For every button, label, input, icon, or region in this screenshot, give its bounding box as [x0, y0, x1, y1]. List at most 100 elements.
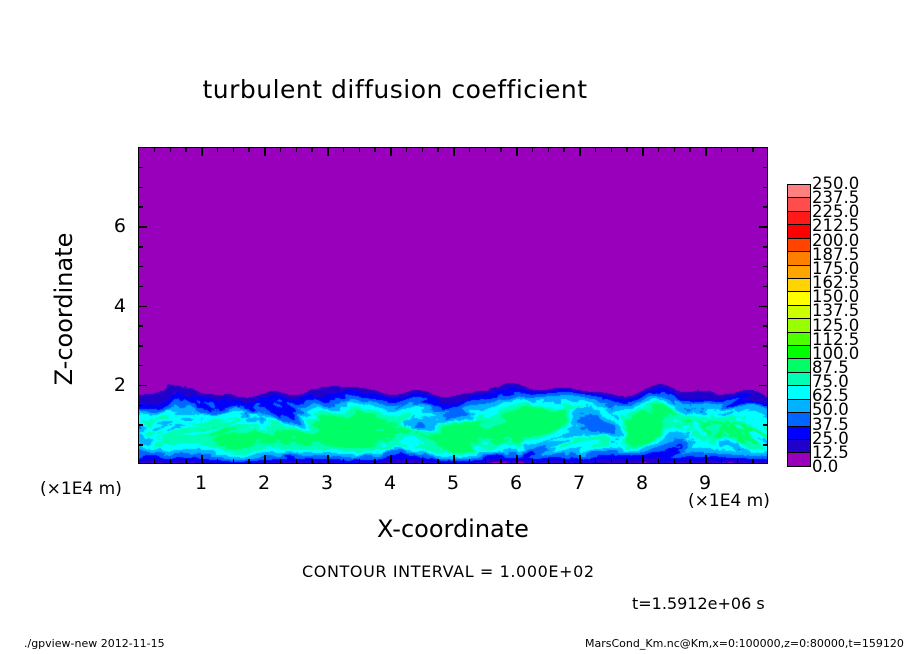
- tick-mark: [453, 455, 455, 464]
- tick-mark: [752, 459, 754, 464]
- tick-mark: [763, 186, 768, 189]
- tick-mark: [216, 459, 219, 464]
- tick-mark: [516, 147, 518, 156]
- tick-mark: [752, 147, 754, 152]
- tick-mark: [405, 147, 408, 152]
- tick-mark: [531, 147, 534, 152]
- tick-mark: [374, 147, 376, 152]
- tick-mark: [563, 147, 565, 152]
- plot-area: [138, 147, 768, 464]
- tick-mark: [642, 147, 644, 156]
- tick-mark: [138, 364, 143, 367]
- tick-mark: [138, 325, 143, 327]
- tick-mark: [185, 459, 187, 464]
- tick-mark: [232, 147, 234, 152]
- tick-mark: [579, 147, 581, 156]
- tick-mark: [390, 147, 392, 156]
- tick-mark: [705, 147, 707, 156]
- tick-mark: [563, 459, 565, 464]
- tick-mark: [311, 459, 313, 464]
- tick-mark: [358, 147, 360, 152]
- tick-mark: [138, 424, 143, 426]
- tick-mark: [720, 459, 723, 464]
- y-tick-label: 6: [113, 215, 126, 238]
- tick-mark: [579, 455, 581, 464]
- tick-mark: [736, 459, 738, 464]
- tick-mark: [547, 147, 549, 152]
- tick-mark: [594, 459, 597, 464]
- tick-mark: [657, 147, 660, 152]
- x-tick-label: 6: [509, 472, 523, 494]
- colorbar-band: [788, 319, 810, 333]
- tick-mark: [390, 455, 392, 464]
- colorbar-label: 112.5: [812, 329, 860, 349]
- tick-mark: [531, 459, 534, 464]
- colorbar-label: 137.5: [812, 301, 860, 321]
- tick-mark: [138, 404, 143, 407]
- colorbar-band: [788, 399, 810, 414]
- x-tick-label: 3: [320, 472, 334, 494]
- colorbar-label: 25.0: [812, 428, 849, 448]
- colorbar-label: 150.0: [812, 287, 860, 307]
- y-tick-label: 2: [113, 373, 126, 396]
- tick-mark: [626, 147, 628, 152]
- tick-mark: [138, 285, 143, 288]
- tick-mark: [720, 147, 723, 152]
- tick-mark: [763, 166, 768, 169]
- tick-mark: [342, 147, 345, 152]
- tick-mark: [279, 459, 282, 464]
- tick-mark: [642, 455, 644, 464]
- tick-mark: [153, 147, 156, 152]
- tick-mark: [138, 345, 143, 347]
- tick-mark: [437, 459, 439, 464]
- tick-mark: [468, 147, 471, 152]
- tick-mark: [169, 459, 171, 464]
- x-tick-label: 4: [383, 472, 397, 494]
- colorbar-label: 162.5: [812, 273, 860, 293]
- tick-mark: [138, 246, 143, 248]
- y-tick-label: 4: [113, 294, 126, 317]
- tick-mark: [763, 285, 768, 288]
- tick-mark: [763, 424, 768, 426]
- tick-mark: [763, 364, 768, 367]
- tick-mark: [232, 459, 234, 464]
- tick-mark: [264, 455, 266, 464]
- colorbar-band: [788, 332, 810, 347]
- tick-mark: [138, 226, 147, 228]
- tick-mark: [185, 147, 187, 152]
- tick-mark: [279, 147, 282, 152]
- tick-mark: [421, 459, 423, 464]
- tick-mark: [248, 147, 250, 152]
- time-annotation: t=1.5912e+06 s: [632, 594, 765, 613]
- tick-mark: [468, 459, 471, 464]
- tick-mark: [516, 455, 518, 464]
- colorbar-label: 62.5: [812, 386, 849, 406]
- x-tick-label: 9: [698, 472, 712, 494]
- x-tick-label: 2: [257, 472, 271, 494]
- colorbar-label: 212.5: [812, 216, 860, 236]
- colorbar-band: [788, 185, 810, 199]
- colorbar-band: [788, 211, 810, 226]
- tick-mark: [138, 265, 143, 268]
- tick-mark: [358, 459, 360, 464]
- tick-mark: [201, 147, 203, 156]
- y-axis-units: (×1E4 m): [40, 479, 122, 499]
- colorbar-band: [788, 413, 810, 427]
- tick-mark: [437, 147, 439, 152]
- x-axis-units: (×1E4 m): [688, 491, 770, 511]
- tick-mark: [153, 459, 156, 464]
- tick-mark: [327, 147, 329, 156]
- tick-mark: [169, 147, 171, 152]
- tick-mark: [759, 384, 768, 387]
- colorbar-label: 125.0: [812, 315, 860, 335]
- colorbar-band: [788, 265, 810, 279]
- tick-mark: [138, 444, 143, 446]
- tick-mark: [138, 186, 143, 189]
- tick-mark: [673, 459, 675, 464]
- x-tick-label: 8: [635, 472, 649, 494]
- tick-mark: [484, 147, 486, 152]
- tick-mark: [763, 404, 768, 407]
- colorbar-label: 225.0: [812, 202, 860, 222]
- heatmap-field: [139, 148, 767, 463]
- tick-mark: [626, 459, 628, 464]
